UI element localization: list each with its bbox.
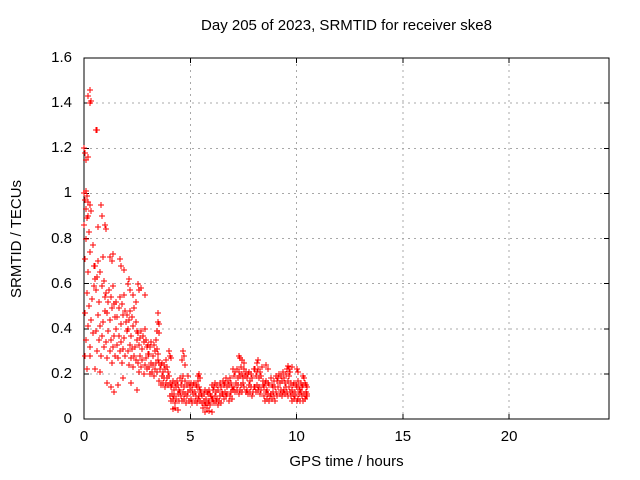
y-tick-label: 0.8 [51,229,72,247]
y-tick-label: 0 [63,410,72,427]
y-tick-label: 0.6 [51,274,72,292]
scatter-points [81,87,310,415]
x-axis-title: GPS time / hours [289,453,404,470]
y-tick-label: 1 [63,184,72,202]
y-tick-label: 0.2 [51,364,72,382]
x-tick-label: 15 [394,428,412,445]
y-tick-label: 0.4 [51,319,72,337]
chart-title: Day 205 of 2023, SRMTID for receiver ske… [201,17,492,34]
x-tick-label: 20 [500,428,518,445]
x-tick-label: 10 [288,428,305,445]
y-tick-label: 1.2 [51,139,72,157]
x-tick-label: 0 [79,428,89,445]
y-tick-label: 1.4 [51,94,72,112]
x-tick-label: 5 [186,428,195,445]
y-tick-label: 1.6 [51,49,72,66]
